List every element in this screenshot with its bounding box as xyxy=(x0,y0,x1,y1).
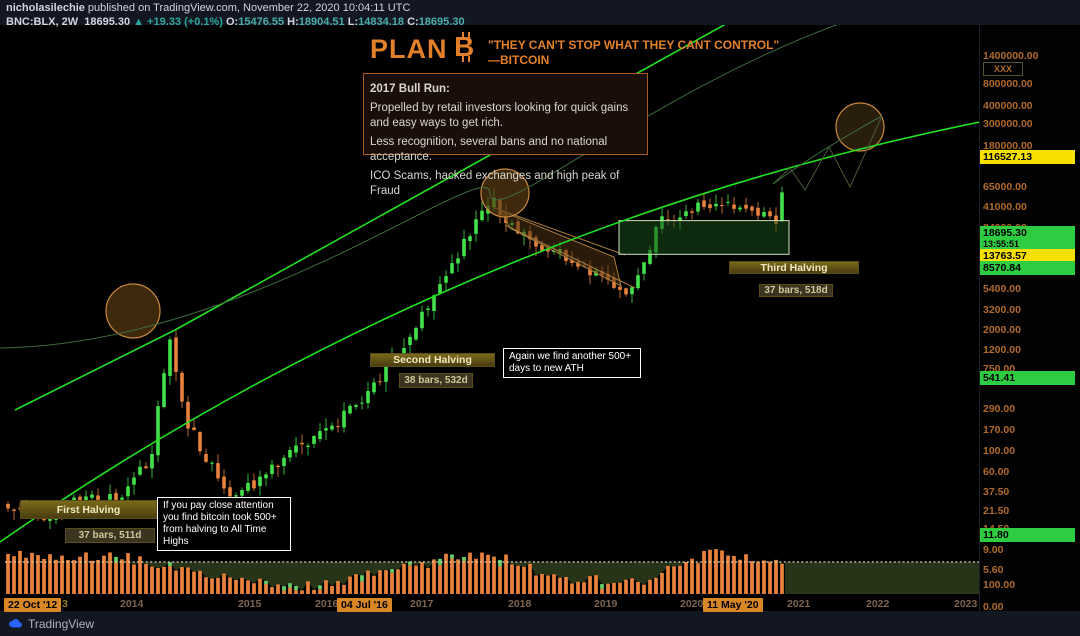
svg-text:B: B xyxy=(456,32,475,62)
